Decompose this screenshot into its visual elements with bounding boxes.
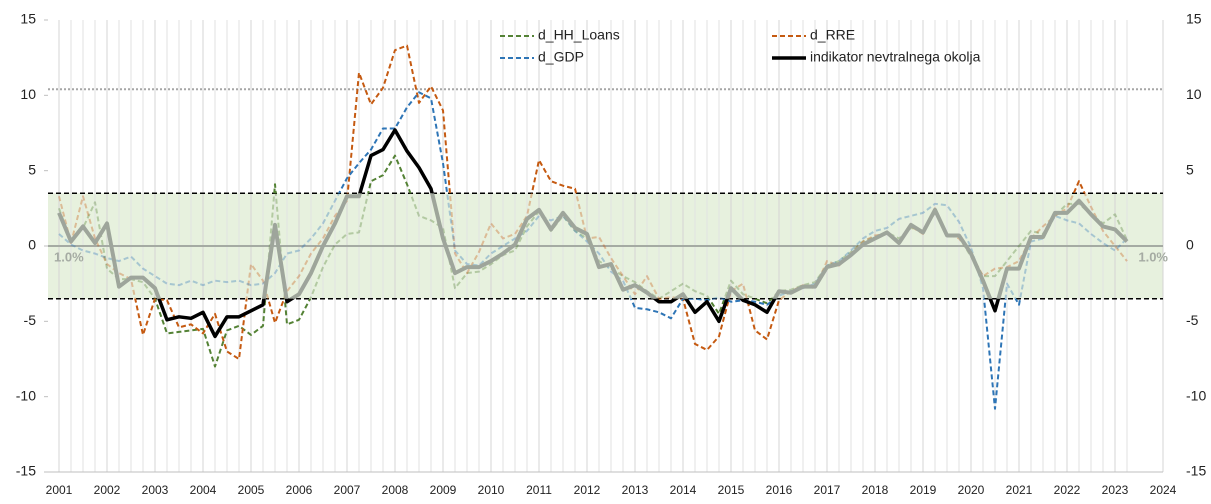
x-tick-label: 2002 <box>94 483 121 497</box>
x-tick-label: 2011 <box>526 483 552 497</box>
x-tick-label: 2023 <box>1102 483 1129 497</box>
x-tick-label: 2003 <box>142 483 169 497</box>
y-tick-label: 10 <box>20 86 36 102</box>
x-tick-label: 2024 <box>1150 483 1177 497</box>
x-tick-label: 2006 <box>286 483 313 497</box>
x-tick-label: 2022 <box>1054 483 1081 497</box>
x-tick-label: 2010 <box>478 483 505 497</box>
x-tick-label: 2019 <box>910 483 937 497</box>
y2-tick-label: 0 <box>1186 237 1194 253</box>
x-tick-label: 2012 <box>574 483 601 497</box>
x-tick-label: 2014 <box>670 483 697 497</box>
band-label: 1.0% <box>1138 249 1168 264</box>
band-label: 1.0% <box>54 249 84 264</box>
x-tick-label: 2021 <box>1006 483 1033 497</box>
x-tick-label: 2017 <box>814 483 841 497</box>
y2-tick-label: 15 <box>1186 11 1202 27</box>
x-tick-label: 2009 <box>430 483 457 497</box>
y-tick-label: 15 <box>20 11 36 27</box>
y-tick-label: -15 <box>16 463 36 479</box>
y2-tick-label: 5 <box>1186 161 1194 177</box>
x-tick-label: 2018 <box>862 483 889 497</box>
x-tick-label: 2016 <box>766 483 793 497</box>
x-tick-label: 2004 <box>190 483 217 497</box>
x-tick-label: 2013 <box>622 483 649 497</box>
y-tick-label: -5 <box>24 312 37 328</box>
x-tick-label: 2007 <box>334 483 361 497</box>
x-tick-label: 2008 <box>382 483 409 497</box>
x-tick-label: 2001 <box>46 483 73 497</box>
y2-tick-label: 10 <box>1186 86 1202 102</box>
series-line <box>58 193 1128 299</box>
y-tick-label: 5 <box>28 161 36 177</box>
x-tick-label: 2005 <box>238 483 265 497</box>
x-tick-label: 2015 <box>718 483 745 497</box>
y2-tick-label: -10 <box>1186 387 1206 403</box>
legend-label: d_RRE <box>810 27 855 43</box>
y2-tick-label: -15 <box>1186 463 1206 479</box>
y2-tick-label: -5 <box>1186 312 1199 328</box>
legend-label: d_HH_Loans <box>538 27 620 43</box>
legend-label: d_GDP <box>538 49 584 65</box>
indicator-line <box>57 193 1129 299</box>
y-tick-label: 0 <box>28 237 36 253</box>
x-tick-label: 2020 <box>958 483 985 497</box>
y-tick-label: -10 <box>16 387 36 403</box>
legend-label: indikator nevtralnega okolja <box>810 49 981 65</box>
